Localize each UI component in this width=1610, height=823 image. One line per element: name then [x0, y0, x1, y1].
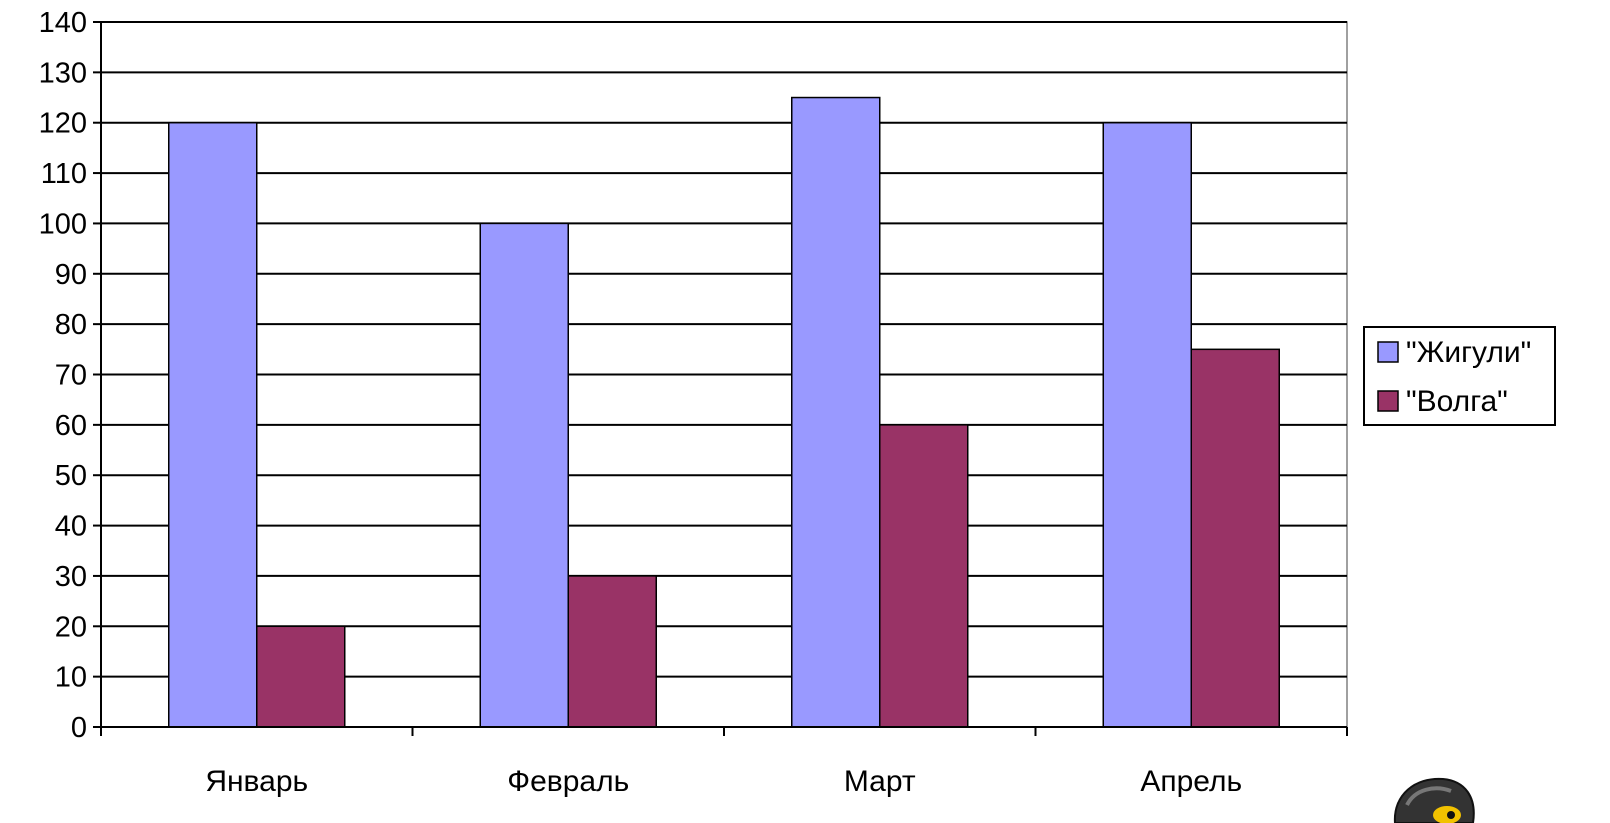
legend: "Жигули" "Волга" — [1363, 326, 1556, 426]
category-label: Апрель — [1140, 765, 1242, 798]
y-tick-label: 140 — [39, 7, 87, 39]
category-label: Февраль — [507, 765, 629, 798]
legend-swatch — [1377, 390, 1399, 412]
category-labels: Январь Февраль Март Апрель — [205, 765, 1242, 798]
axes — [93, 21, 1348, 736]
y-tick-label: 0 — [71, 712, 87, 744]
y-tick-label: 110 — [41, 158, 87, 190]
bars — [168, 96, 1280, 728]
bar-volga-4 — [1190, 348, 1280, 728]
y-tick-label: 60 — [55, 410, 87, 442]
y-tick-label: 70 — [55, 360, 87, 392]
category-label: Март — [844, 765, 916, 798]
y-tick-label: 90 — [55, 259, 87, 291]
bar-volga-3 — [879, 424, 969, 728]
bar-zhiguli-3 — [791, 96, 881, 728]
y-tick-label: 120 — [39, 108, 87, 140]
bar-zhiguli-1 — [168, 121, 258, 728]
y-tick-label: 40 — [55, 511, 87, 543]
y-tick-labels: 0 10 20 30 40 50 60 70 80 90 100 110 120 130 140 — [39, 7, 87, 744]
y-tick-label: 10 — [55, 662, 87, 694]
y-tick-label: 50 — [55, 460, 87, 492]
legend-label: "Волга" — [1406, 385, 1508, 418]
bar-zhiguli-4 — [1102, 121, 1192, 728]
legend-label: "Жигули" — [1406, 336, 1531, 369]
bar-volga-1 — [256, 625, 346, 728]
mascot-icon — [1393, 777, 1475, 823]
bar-volga-2 — [567, 575, 657, 728]
y-tick-label: 30 — [55, 561, 87, 593]
y-tick-label: 100 — [39, 208, 87, 240]
y-tick-label: 80 — [55, 309, 87, 341]
y-tick-label: 130 — [39, 57, 87, 89]
bar-zhiguli-2 — [479, 222, 569, 728]
y-tick-label: 20 — [55, 611, 87, 643]
legend-swatch — [1377, 341, 1399, 363]
category-label: Январь — [205, 765, 308, 798]
